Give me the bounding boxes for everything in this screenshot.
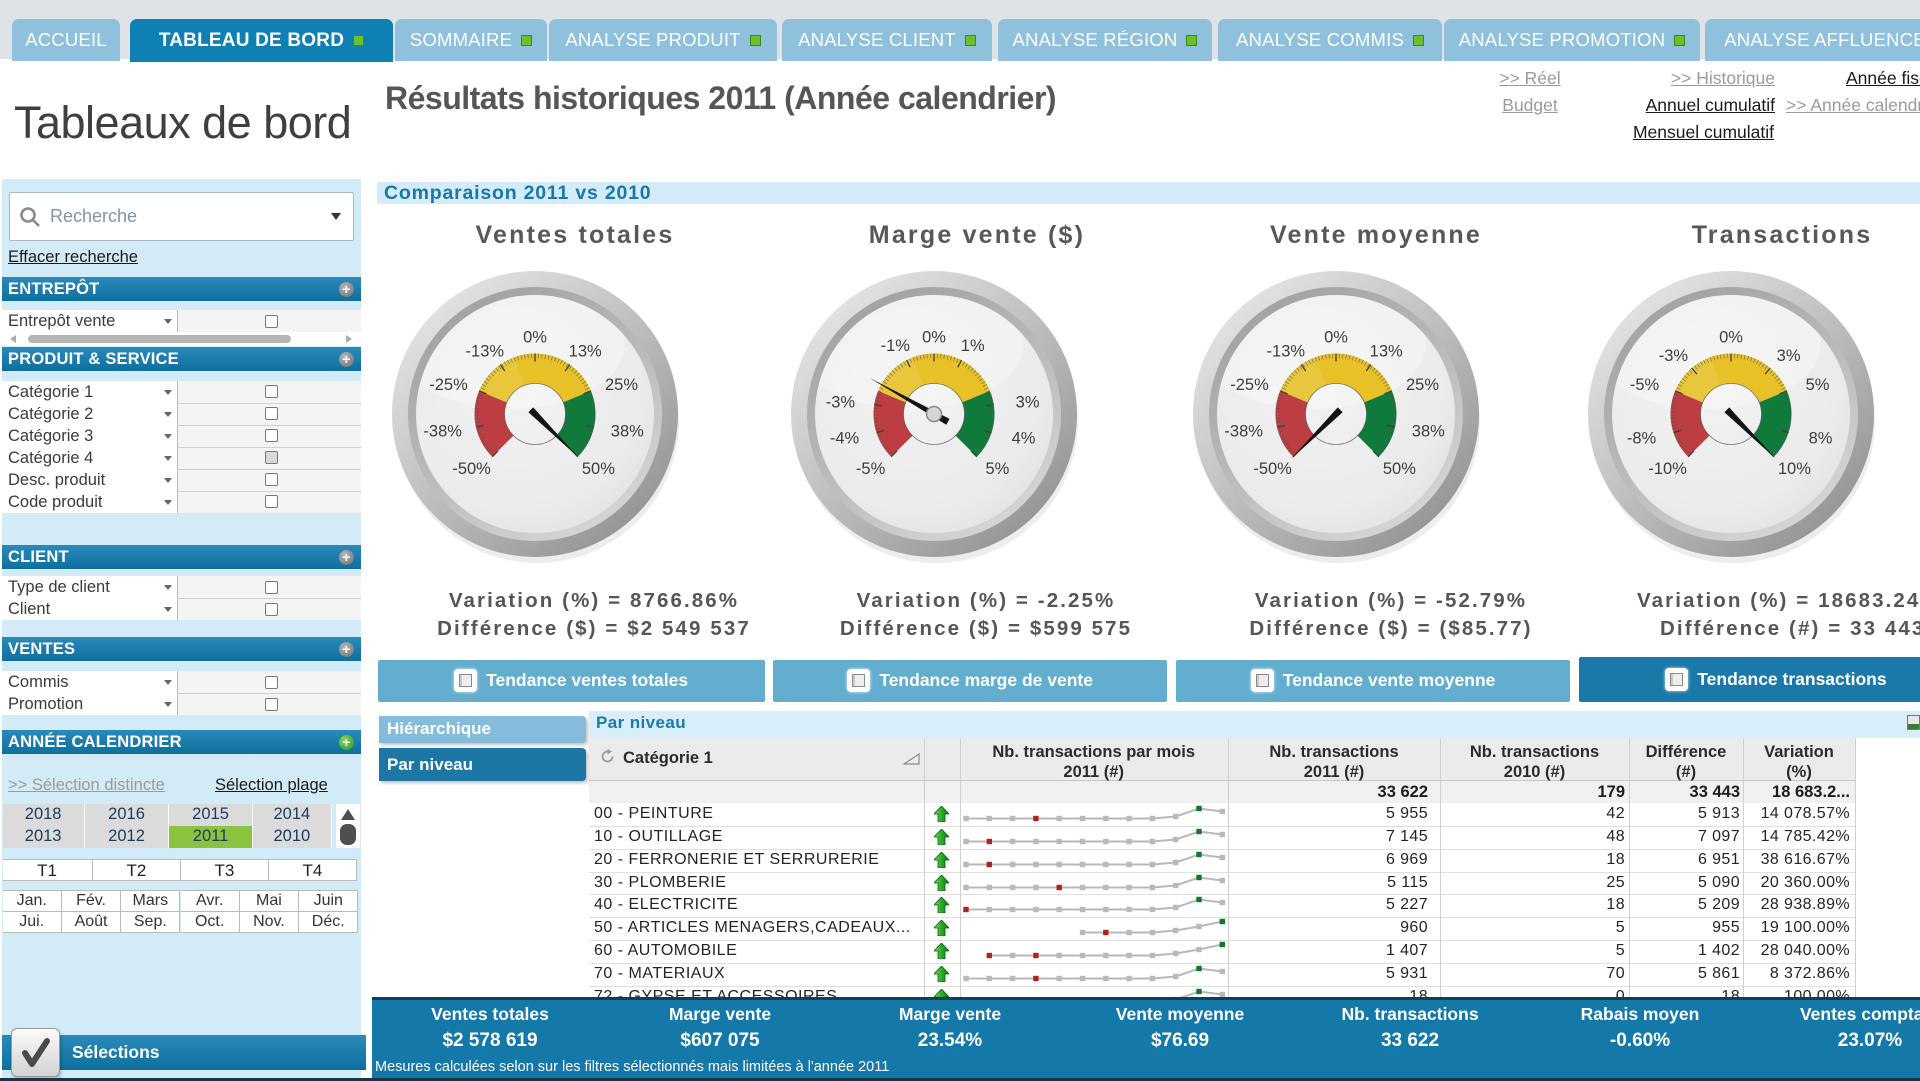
svg-text:8%: 8% <box>1809 429 1833 447</box>
svg-text:25%: 25% <box>605 376 638 394</box>
svg-text:5%: 5% <box>1806 376 1830 394</box>
svg-text:-50%: -50% <box>452 460 491 478</box>
svg-text:38%: 38% <box>1412 422 1445 440</box>
svg-text:0%: 0% <box>1719 329 1743 347</box>
svg-text:38%: 38% <box>611 422 644 440</box>
svg-text:-4%: -4% <box>830 429 860 447</box>
svg-text:-5%: -5% <box>856 460 886 478</box>
svg-text:10%: 10% <box>1778 460 1811 478</box>
svg-text:-25%: -25% <box>429 376 468 394</box>
svg-text:25%: 25% <box>1406 376 1439 394</box>
svg-text:5%: 5% <box>985 460 1009 478</box>
svg-text:50%: 50% <box>582 460 615 478</box>
svg-text:3%: 3% <box>1777 347 1801 365</box>
svg-text:-8%: -8% <box>1627 429 1657 447</box>
svg-text:50%: 50% <box>1383 460 1416 478</box>
svg-text:-38%: -38% <box>1224 422 1263 440</box>
svg-text:-1%: -1% <box>881 337 911 355</box>
svg-text:-25%: -25% <box>1230 376 1269 394</box>
svg-text:0%: 0% <box>523 329 547 347</box>
svg-text:-5%: -5% <box>1630 376 1660 394</box>
svg-text:0%: 0% <box>1324 329 1348 347</box>
svg-text:3%: 3% <box>1016 394 1040 412</box>
svg-text:-13%: -13% <box>466 343 505 361</box>
svg-text:1%: 1% <box>961 337 985 355</box>
svg-text:-50%: -50% <box>1253 460 1292 478</box>
svg-text:13%: 13% <box>569 343 602 361</box>
svg-text:13%: 13% <box>1370 343 1403 361</box>
svg-text:4%: 4% <box>1012 429 1036 447</box>
svg-text:0%: 0% <box>922 329 946 347</box>
svg-text:-38%: -38% <box>423 422 462 440</box>
svg-text:-13%: -13% <box>1267 343 1306 361</box>
svg-text:-10%: -10% <box>1648 460 1687 478</box>
svg-text:-3%: -3% <box>826 394 856 412</box>
svg-text:-3%: -3% <box>1659 347 1689 365</box>
